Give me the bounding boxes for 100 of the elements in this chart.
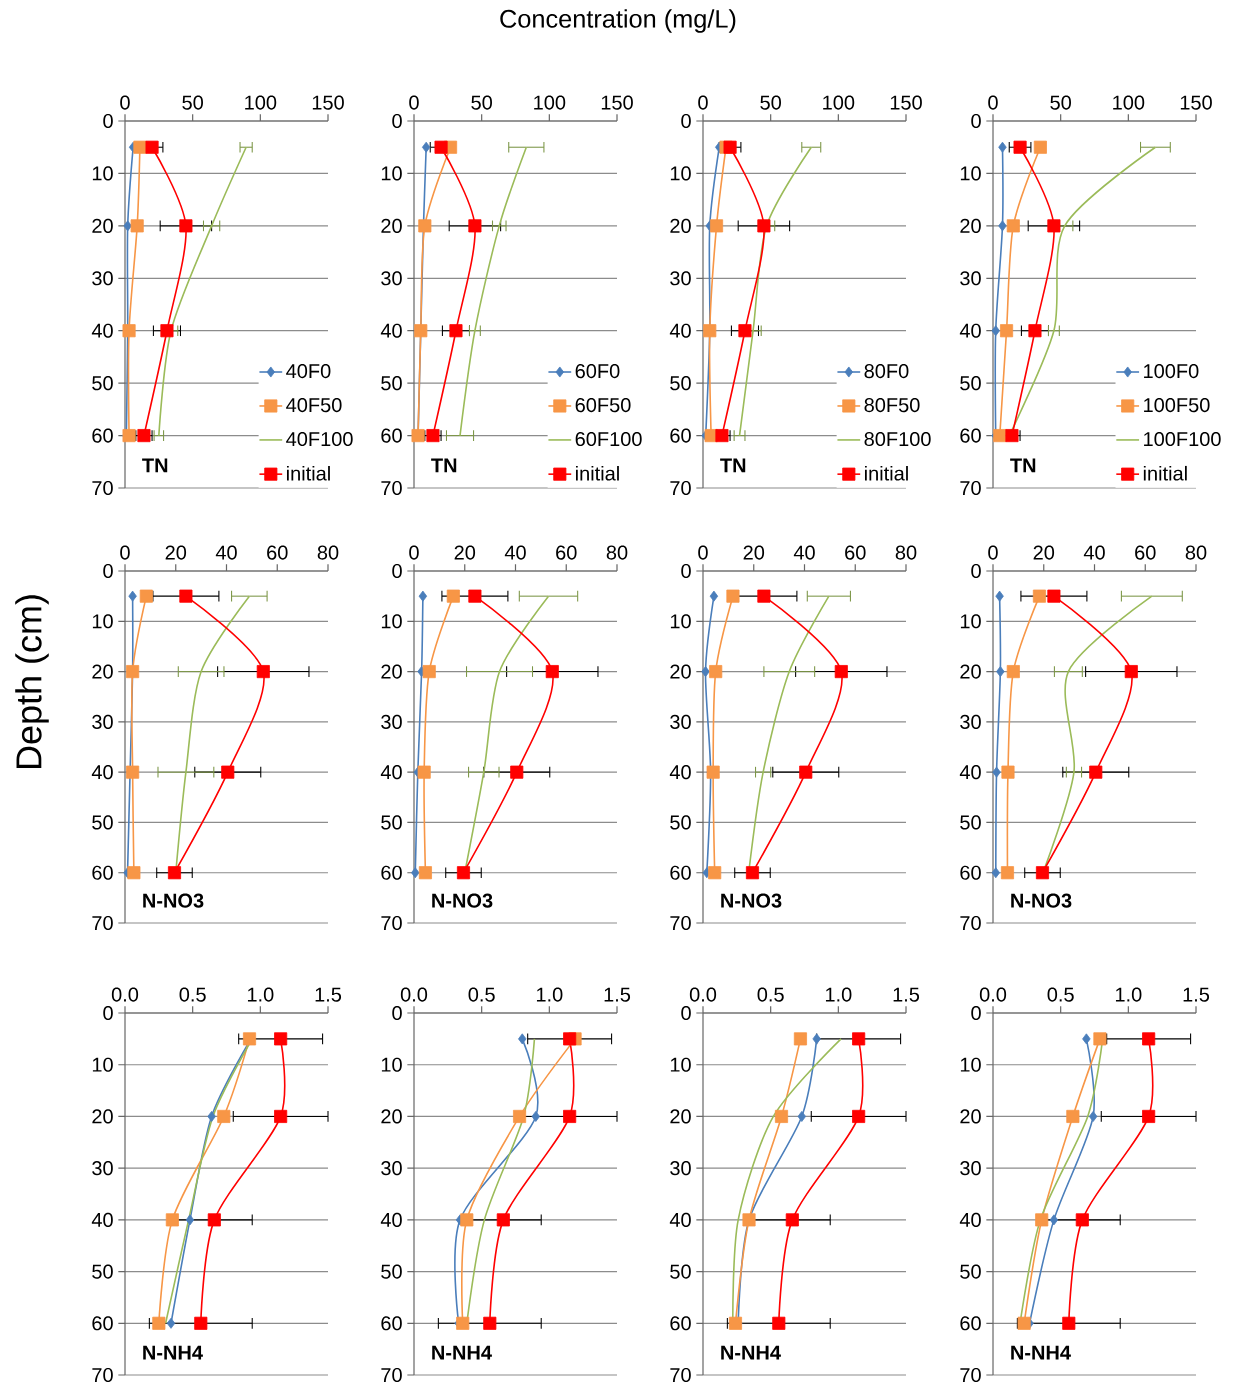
- x-tick-label: 60: [1135, 545, 1156, 560]
- x-tick-label: 100: [534, 95, 566, 110]
- x-tick-label: 20: [165, 545, 187, 560]
- point: [834, 665, 848, 679]
- point: [468, 589, 482, 603]
- point: [1088, 1110, 1098, 1122]
- y-tick-label: 50: [670, 815, 691, 830]
- x-tick-label: 40: [1083, 545, 1105, 560]
- point: [993, 429, 1007, 443]
- legend-label: 60F50: [575, 397, 631, 413]
- x-tick-label: 0: [698, 95, 708, 110]
- point: [1005, 429, 1019, 443]
- point: [1142, 1032, 1156, 1046]
- y-tick-label: 20: [381, 218, 402, 233]
- annotation: TN: [1010, 458, 1036, 473]
- y-tick-label: 20: [960, 1109, 981, 1124]
- point: [757, 219, 771, 233]
- y-tick-label: 10: [960, 614, 981, 629]
- point: [179, 589, 193, 603]
- y-tick-label: 70: [960, 1367, 981, 1383]
- y-tick-label: 0: [392, 1005, 402, 1021]
- y-tick-label: 50: [670, 376, 691, 391]
- y-tick-label: 60: [92, 428, 113, 443]
- x-axis-title: Concentration (mg/L): [500, 9, 736, 33]
- x-tick-label: 1.0: [536, 987, 563, 1002]
- y-tick-label: 50: [960, 1264, 981, 1279]
- y-tick-label: 30: [92, 271, 113, 286]
- y-tick-label: 50: [960, 376, 981, 391]
- point: [706, 765, 720, 779]
- point: [418, 219, 432, 233]
- legend-label: 100F50: [1144, 397, 1210, 413]
- y-tick-label: 40: [91, 1212, 113, 1227]
- point: [998, 220, 1007, 232]
- point: [995, 590, 1004, 602]
- y-tick-label: 10: [92, 1057, 113, 1072]
- point: [1093, 1032, 1107, 1046]
- annotation: N-NO3: [432, 893, 493, 908]
- point: [418, 590, 428, 602]
- x-tick-label: 0: [698, 545, 708, 560]
- point: [991, 867, 1000, 879]
- y-tick-label: 20: [381, 664, 402, 679]
- point: [510, 765, 524, 779]
- point: [185, 1214, 195, 1226]
- y-tick-label: 0: [103, 1005, 113, 1021]
- point: [166, 1317, 176, 1329]
- legend-label: 60F0: [575, 364, 620, 379]
- y-tick-label: 40: [959, 765, 981, 780]
- point: [998, 141, 1007, 153]
- x-tick-label: 1.5: [315, 987, 342, 1002]
- point: [274, 1109, 288, 1123]
- point: [785, 1213, 799, 1227]
- y-tick-label: 60: [381, 865, 402, 880]
- x-tick-label: 1.5: [1183, 987, 1210, 1002]
- point: [991, 325, 1000, 337]
- x-tick-label: 0: [988, 95, 998, 110]
- point: [179, 219, 193, 233]
- y-tick-label: 10: [670, 614, 691, 629]
- y-tick-label: 70: [960, 480, 981, 496]
- y-tick-label: 30: [670, 1161, 691, 1176]
- point: [1028, 324, 1042, 338]
- y-tick-label: 70: [670, 915, 691, 931]
- y-tick-label: 50: [381, 376, 402, 391]
- point: [421, 141, 431, 153]
- point: [167, 866, 182, 880]
- point: [728, 1316, 743, 1330]
- point: [545, 665, 559, 679]
- point: [468, 219, 482, 233]
- point: [418, 866, 432, 880]
- point: [1006, 219, 1020, 233]
- x-tick-label: 150: [890, 95, 922, 110]
- line-series: [459, 146, 528, 437]
- y-tick-label: 70: [670, 480, 691, 496]
- point: [1049, 1214, 1059, 1226]
- x-tick-label: 20: [1033, 545, 1055, 560]
- y-tick-label: 30: [960, 271, 981, 286]
- point: [1075, 1213, 1089, 1227]
- legend-label: 40F50: [286, 397, 342, 413]
- point: [217, 1109, 231, 1123]
- y-tick-label: 20: [960, 218, 981, 233]
- x-tick-label: 80: [317, 545, 339, 560]
- x-tick-label: 0.0: [689, 987, 717, 1002]
- x-tick-label: 0.0: [400, 987, 428, 1002]
- x-tick-label: 0: [409, 545, 419, 560]
- point: [1047, 589, 1061, 603]
- y-tick-label: 10: [381, 166, 402, 181]
- y-tick-label: 0: [103, 563, 113, 579]
- y-tick-label: 50: [92, 376, 113, 391]
- annotation: TN: [431, 458, 457, 473]
- point: [852, 1032, 866, 1046]
- point: [207, 1213, 221, 1227]
- point: [122, 324, 136, 338]
- x-tick-label: 60: [267, 545, 288, 560]
- y-tick-label: 0: [681, 563, 691, 579]
- y-tick-label: 40: [91, 765, 113, 780]
- point: [456, 1316, 470, 1330]
- point: [128, 590, 137, 602]
- y-tick-label: 70: [670, 1367, 691, 1383]
- point: [1017, 1316, 1031, 1330]
- y-tick-label: 0: [392, 113, 402, 129]
- point: [772, 1316, 786, 1330]
